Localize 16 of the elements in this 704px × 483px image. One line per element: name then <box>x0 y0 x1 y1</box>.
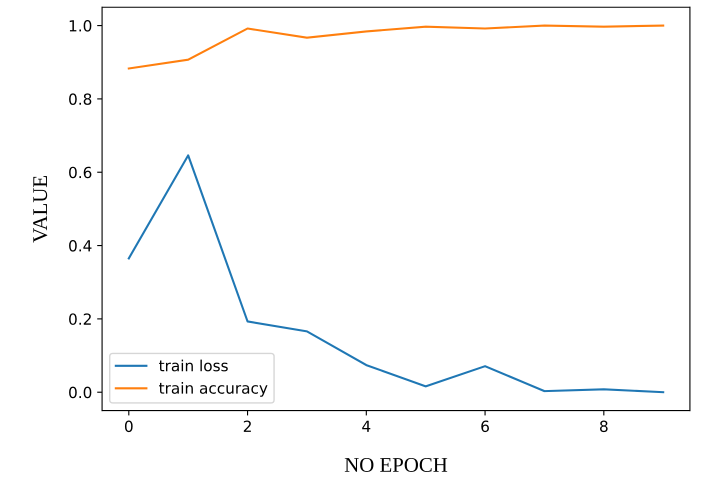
legend-label: train loss <box>159 360 228 372</box>
y-tick-label: 0.8 <box>69 93 92 105</box>
y-tick-label: 0.4 <box>69 240 92 252</box>
x-tick-label: 4 <box>362 420 370 432</box>
y-tick-label: 1.0 <box>70 20 92 32</box>
legend-label: train accuracy <box>159 382 268 397</box>
line-series <box>128 24 664 70</box>
x-tick-label: 2 <box>244 420 251 432</box>
x-axis-title: NO EPOCH <box>344 458 448 472</box>
y-tick-label: 0.6 <box>69 166 92 178</box>
x-tick-label: 0 <box>124 420 133 432</box>
x-tick-label: 8 <box>600 420 608 432</box>
y-tick-label: 0.2 <box>69 313 91 325</box>
x-tick-label: 6 <box>481 420 489 432</box>
y-tick-label: 0.0 <box>69 386 92 398</box>
y-axis-title: VALUE <box>33 176 48 243</box>
